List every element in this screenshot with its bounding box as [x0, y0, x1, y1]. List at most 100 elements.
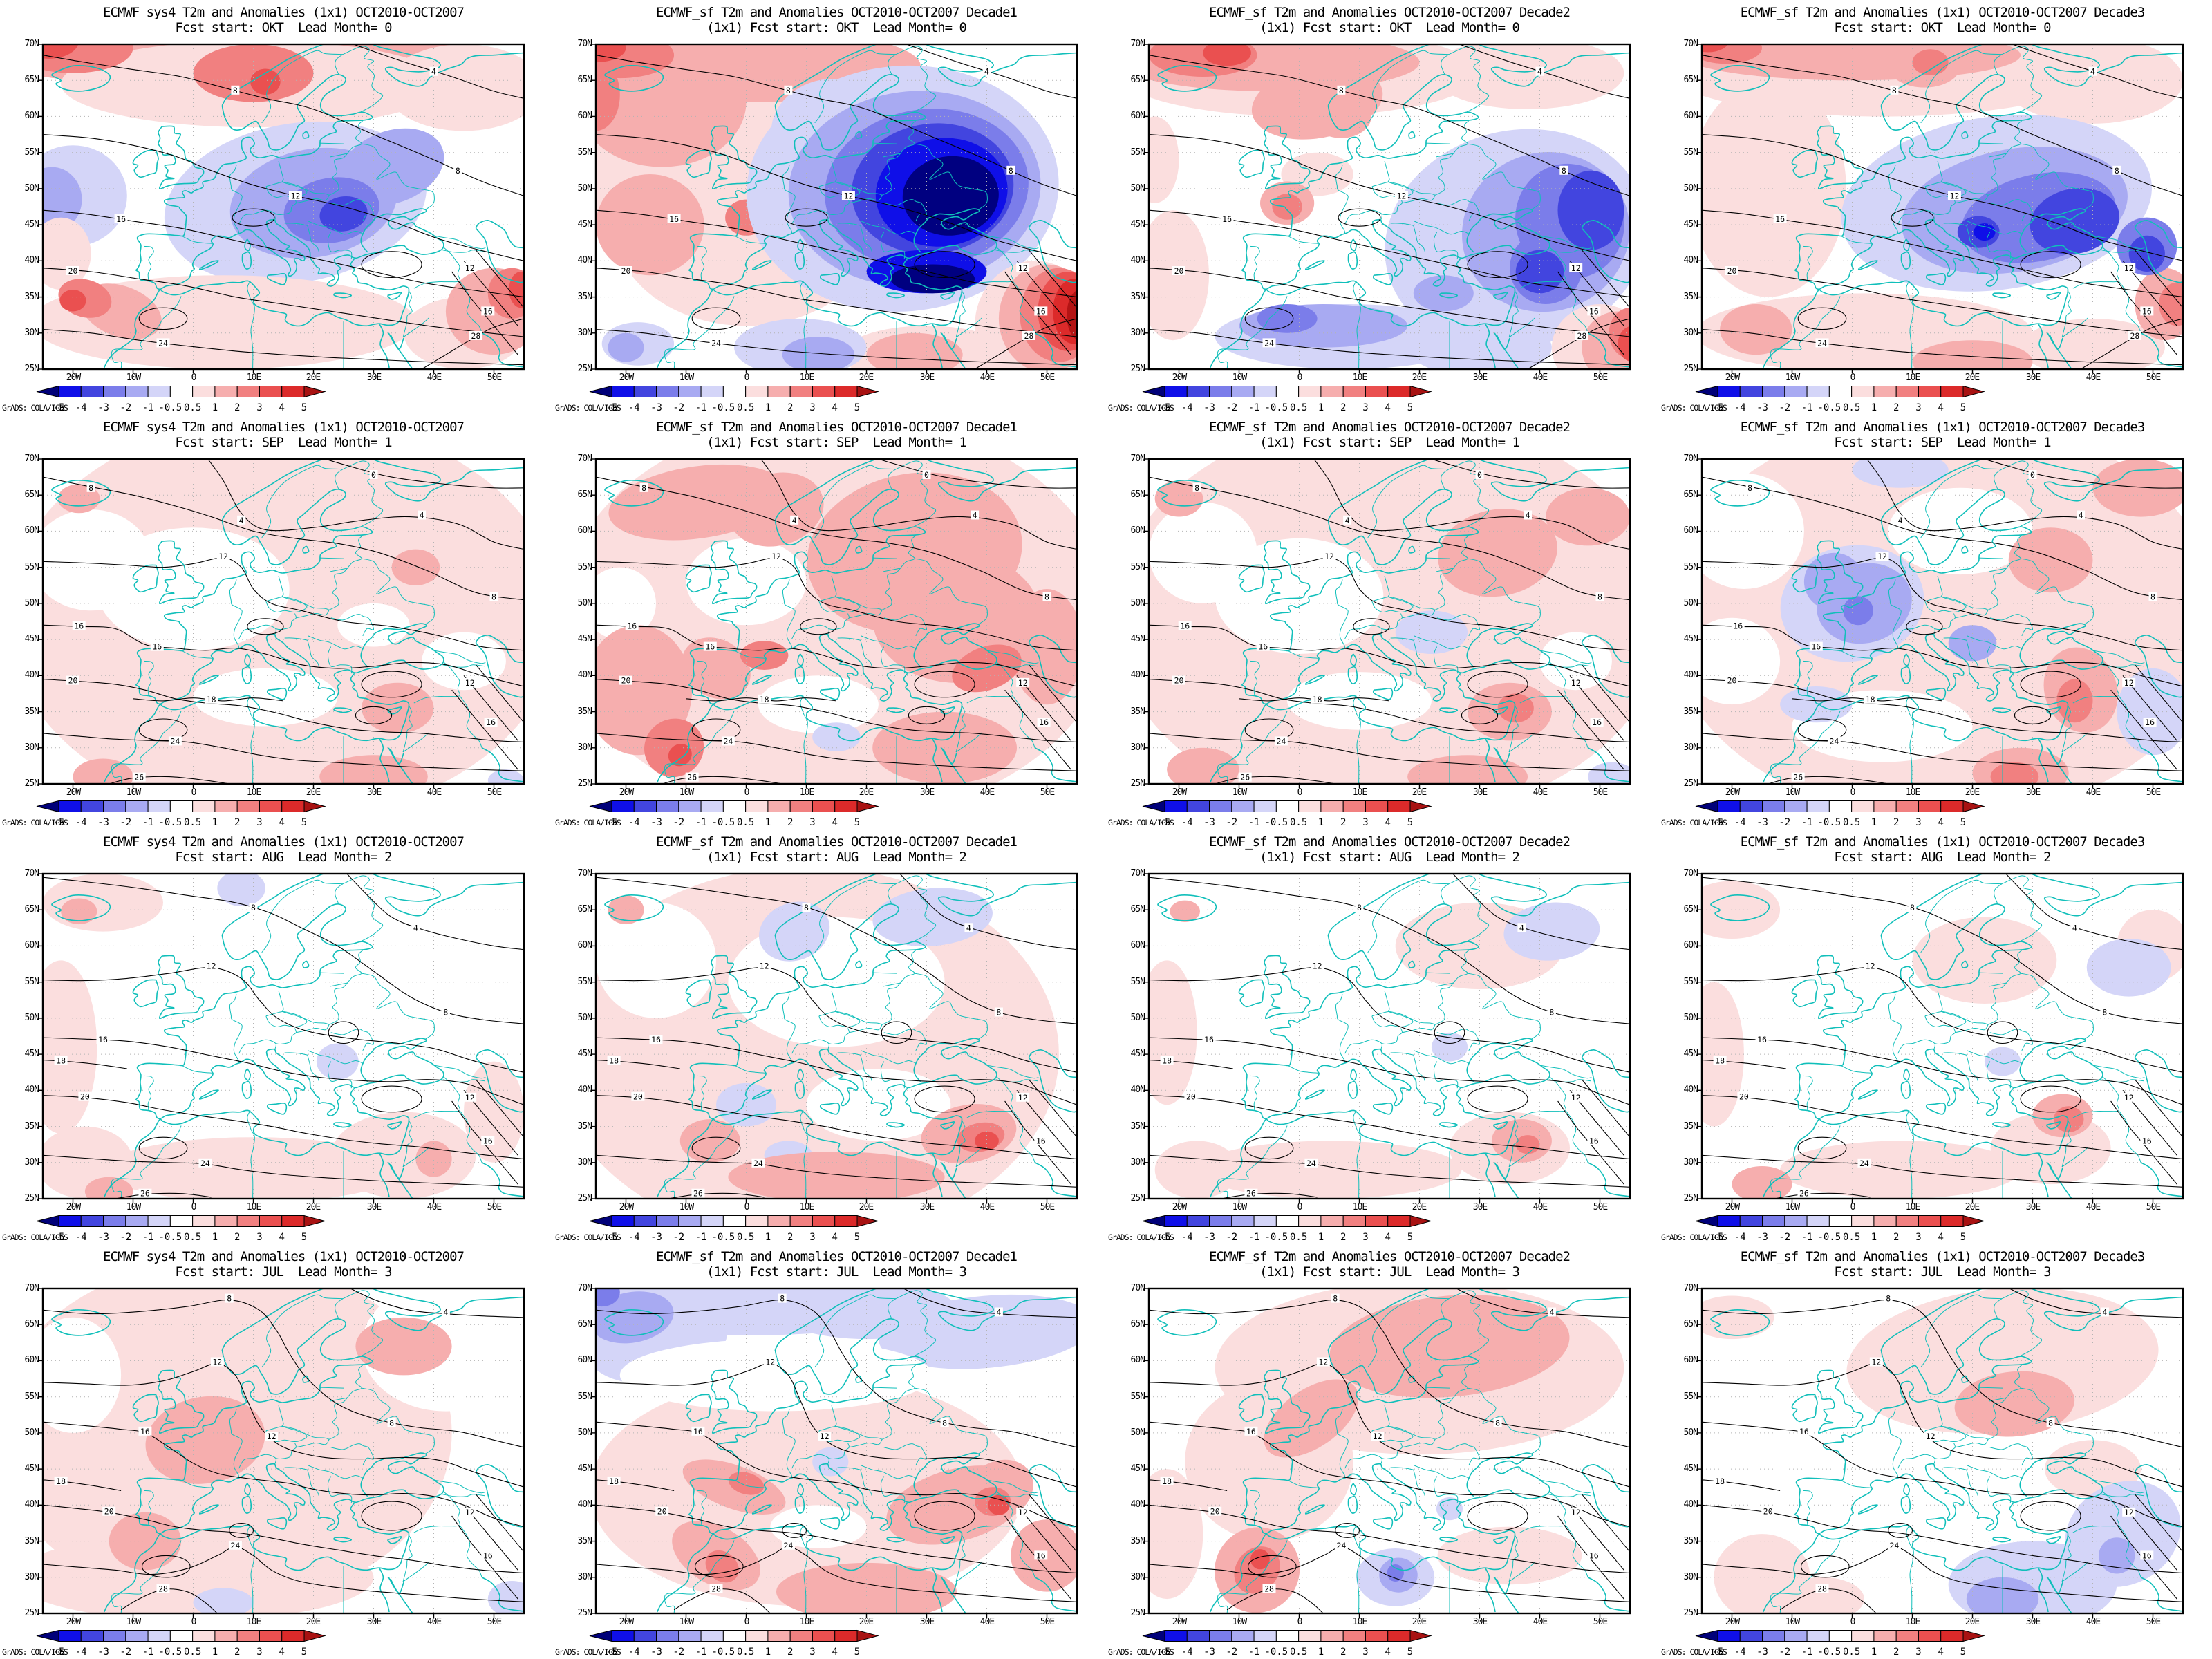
contour-label-box: [1875, 552, 1889, 561]
colorbar-segment: [1164, 386, 1188, 397]
anomaly-shading: [43, 874, 524, 1199]
colorbar-label: 0.5: [1290, 1647, 1307, 1658]
colorbar-segment: [1298, 386, 1322, 397]
coastline-path: [1581, 227, 1630, 283]
coastline-path: [1762, 673, 2069, 783]
anomaly-blob: [1067, 290, 1077, 340]
colorbar-label: 5: [301, 817, 307, 828]
anomaly-blob: [782, 337, 855, 369]
colorbar-segment: [1164, 800, 1188, 812]
colorbar-label: 5: [301, 402, 307, 413]
contour-label-box: [1725, 266, 1738, 275]
contour-line: [43, 967, 524, 1073]
graticule: [43, 1288, 524, 1613]
border-path: [1888, 1409, 1902, 1451]
lon-axis-label: 10E: [799, 373, 814, 383]
colorbar: -5 -4 -3 -2 -1 -0.5 0.5 1 2 3 4 5: [36, 385, 326, 413]
contour-line: [596, 1154, 1077, 1188]
lat-axis-label: 40N: [24, 1499, 39, 1510]
coastline-path: [103, 1087, 410, 1198]
lat-axis-label: 50N: [1683, 1427, 1698, 1438]
contour-label: 12: [465, 1508, 475, 1517]
border-path: [1519, 1076, 1566, 1118]
lon-axis-label: 20W: [66, 373, 81, 383]
lon-axis-label: 30E: [1472, 373, 1488, 383]
colorbar-label: 4: [832, 402, 838, 413]
coastlines: [1710, 459, 2183, 784]
contour-label-box: [1220, 214, 1234, 223]
anomaly-blob: [385, 44, 524, 131]
contour-label-box: [138, 1188, 152, 1198]
colorbar-segment: [834, 1215, 858, 1227]
colorbar-label: 1: [765, 1232, 771, 1243]
coastline-path: [774, 459, 1077, 521]
lat-axis-label: 30N: [1683, 1157, 1698, 1168]
coastline-path: [1492, 1121, 1508, 1130]
coastline-path: [2134, 227, 2183, 283]
lon-axis-label: 30E: [2025, 787, 2041, 798]
coastline-path: [1439, 1537, 1459, 1543]
contour-label: 16: [705, 642, 715, 652]
contour-line: [43, 1546, 524, 1602]
contour-label-box: [818, 1432, 832, 1441]
border-path: [860, 1055, 872, 1081]
border-path: [1841, 236, 1872, 244]
border-path: [319, 1387, 344, 1389]
border-path: [1892, 205, 1899, 234]
coastline-path: [941, 1162, 966, 1199]
border-path: [330, 1443, 374, 1466]
coastline-path: [1903, 1483, 1910, 1496]
contour-line: [1226, 1588, 1324, 1613]
colorbar-arrow-right: [303, 1215, 326, 1228]
contour-line: [1702, 1095, 2183, 1160]
map-panel-3: ECMWF_sf T2m and Anomalies OCT2010-OCT20…: [1106, 0, 1659, 415]
lat-axis-label: 65N: [1130, 1319, 1145, 1329]
border-path: [261, 1294, 344, 1368]
contour-line: [1149, 1363, 1630, 1488]
border-path: [985, 650, 1039, 664]
contour-label: 4: [1537, 67, 1542, 77]
colorbar-label: -1: [1248, 1647, 1260, 1658]
coastline-path: [475, 1057, 524, 1113]
border-path: [800, 695, 808, 784]
colorbar-segment: [1209, 1630, 1232, 1642]
colorbar-segment: [1365, 386, 1389, 397]
lon-axis-label: 20E: [1965, 1617, 1980, 1627]
border-path: [782, 1409, 796, 1451]
coastline-path: [2049, 1163, 2063, 1179]
anomaly-blob: [1702, 80, 1846, 297]
coastline-path: [711, 955, 758, 1020]
coastline-path: [819, 687, 841, 700]
border-path: [1986, 646, 2012, 674]
coastline-path: [1209, 258, 1516, 368]
colorbar-segment: [147, 1630, 171, 1642]
anomaly-blob: [682, 637, 751, 700]
colorbar-segment: [103, 386, 126, 397]
contour-label: 16: [1589, 306, 1599, 316]
map-frame: [1700, 458, 2184, 785]
colorbar-label: -4: [1734, 817, 1746, 828]
contour-loop: [1906, 618, 1943, 635]
graticule: [1702, 874, 2183, 1199]
contour-label-box: [784, 85, 793, 95]
colorbar-segment: [633, 386, 657, 397]
contour-label-box: [463, 1507, 477, 1517]
contour-label: 12: [820, 1432, 830, 1441]
border-path: [782, 579, 796, 621]
border-path: [1994, 883, 2003, 905]
border-path: [278, 991, 330, 1025]
contour-label: 4: [984, 67, 989, 77]
border-path: [432, 235, 486, 250]
coastlines: [1710, 874, 2183, 1199]
border-path: [1943, 223, 1967, 226]
border-path: [791, 209, 830, 225]
coastline-path: [1304, 1504, 1325, 1515]
lon-axis-label: 0: [191, 1202, 197, 1212]
contour-label-box: [1587, 1550, 1601, 1560]
coastline-path: [2047, 747, 2072, 784]
contour-label: 4: [413, 923, 418, 932]
border-path: [782, 994, 796, 1036]
lat-axis-label: 30N: [1683, 328, 1698, 338]
